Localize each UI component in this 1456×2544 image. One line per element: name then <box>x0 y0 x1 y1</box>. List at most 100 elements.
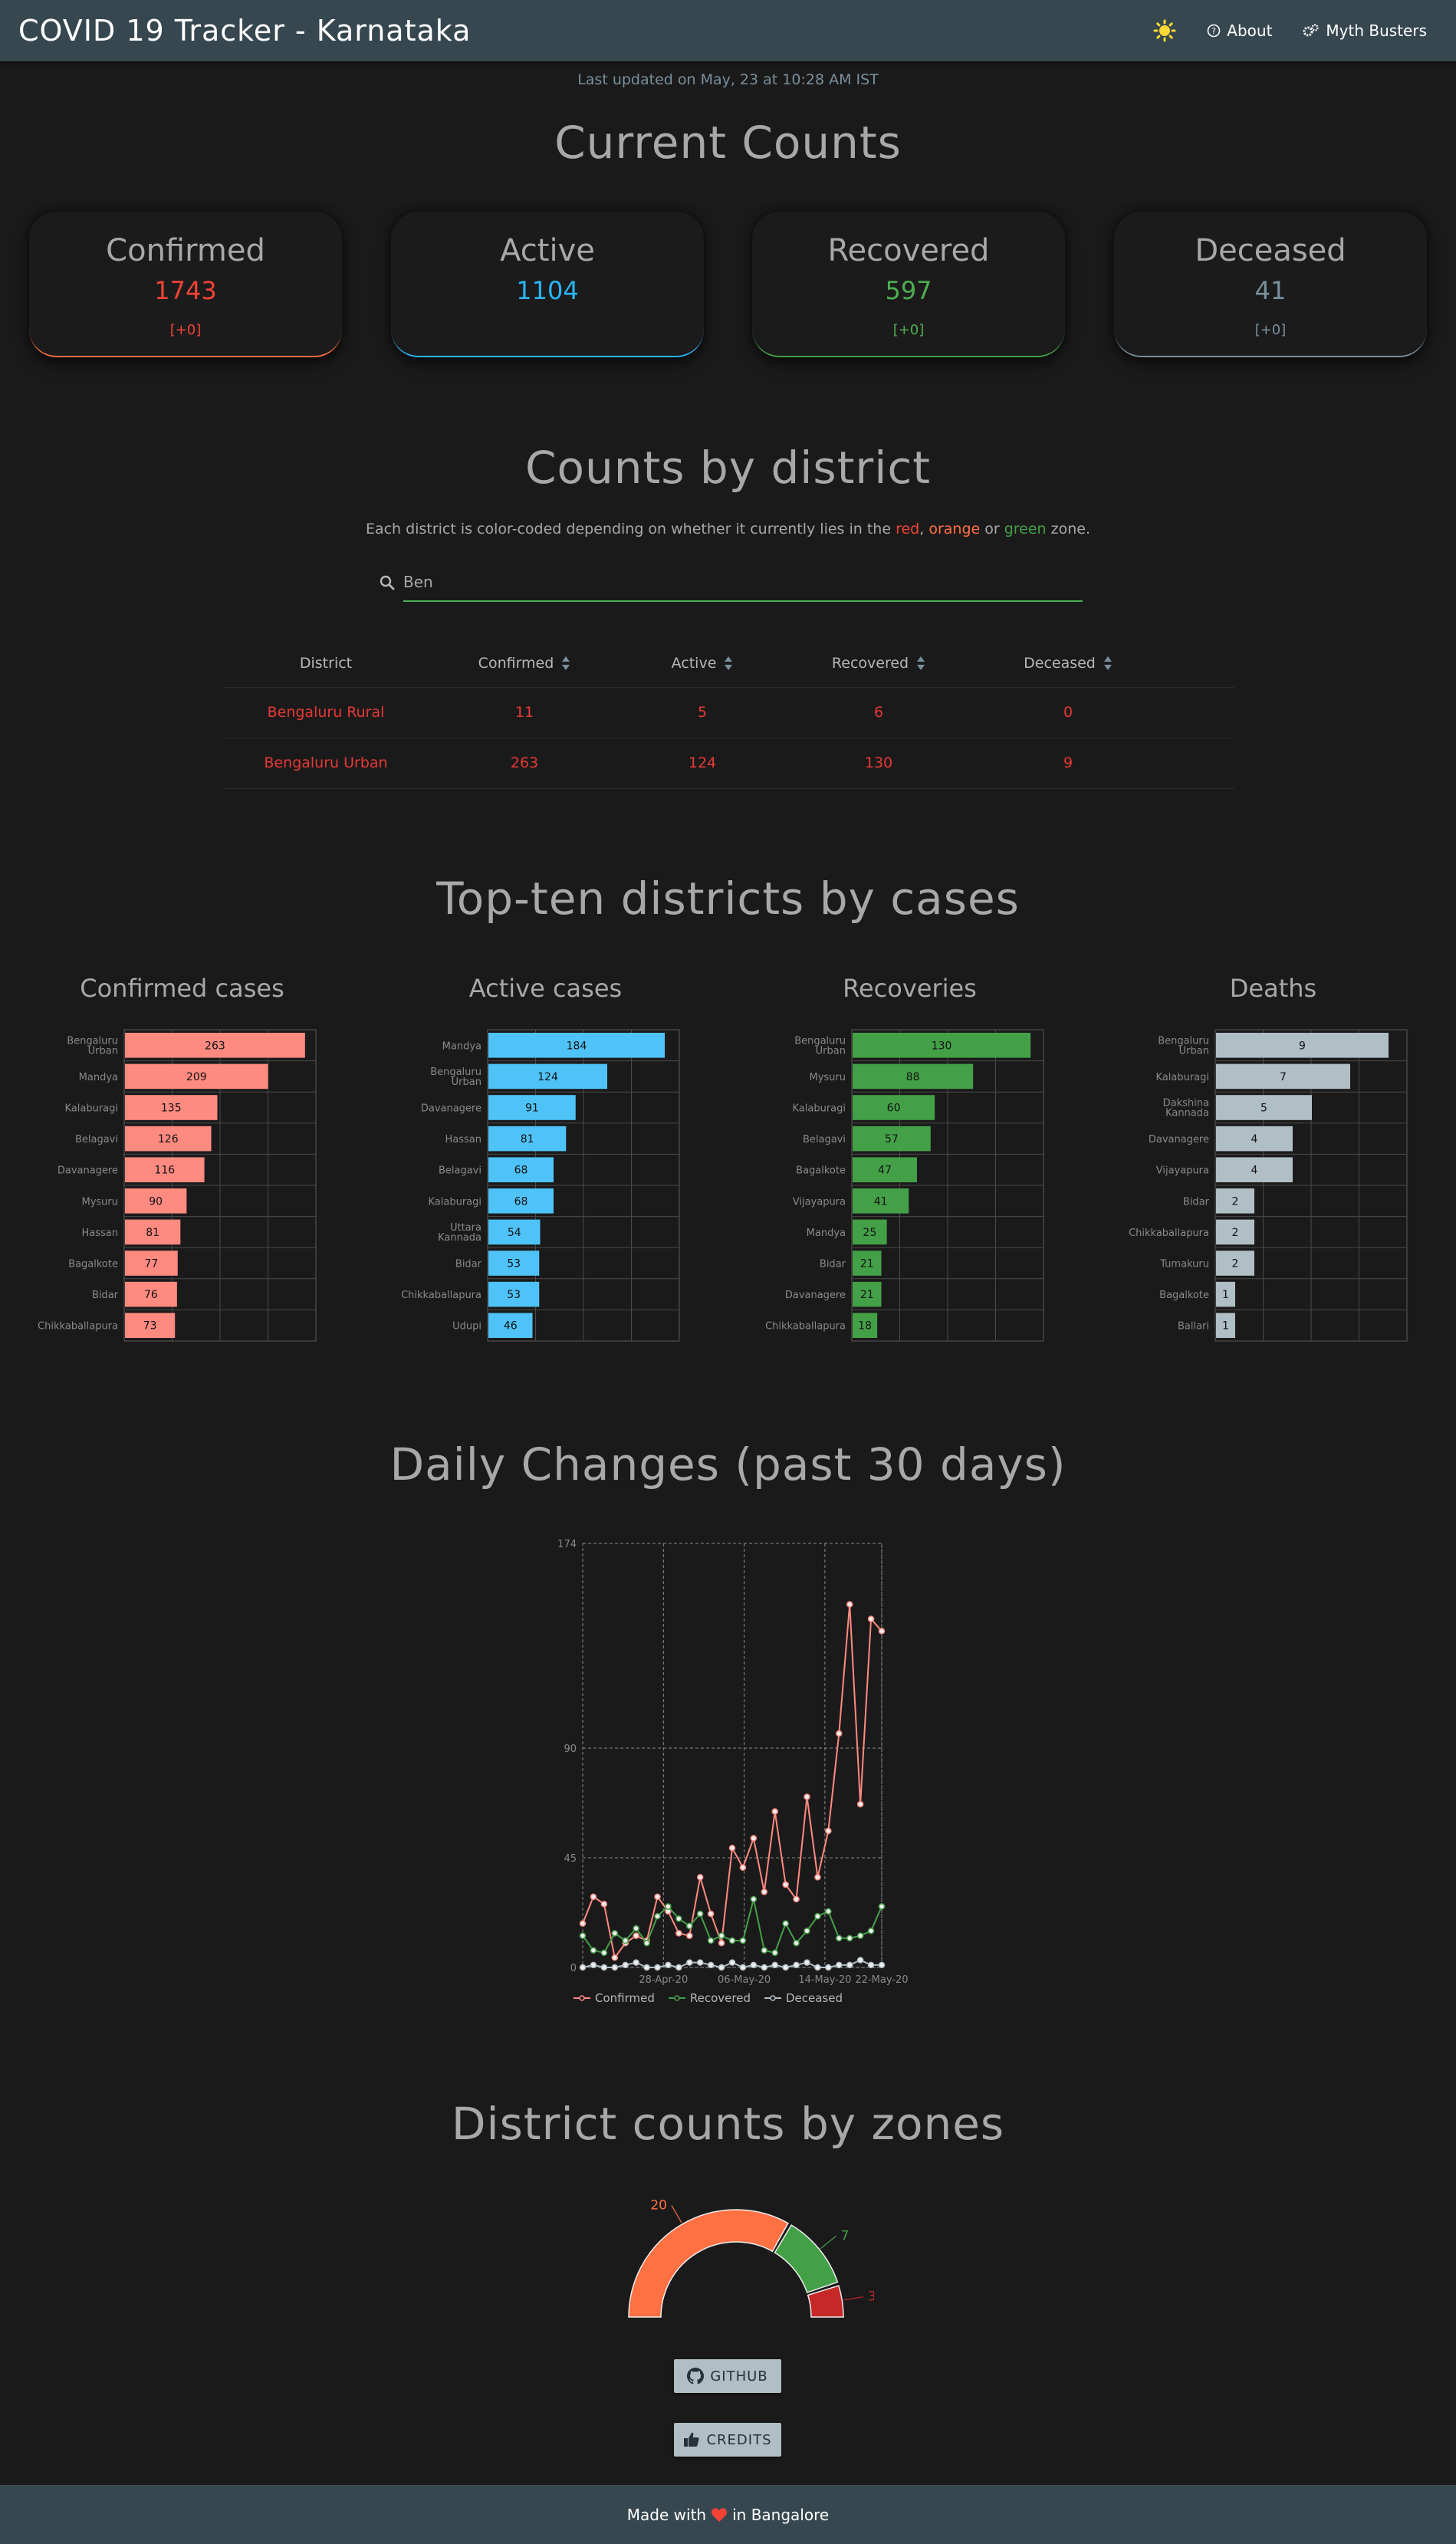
search-input[interactable] <box>403 564 1083 602</box>
data-point <box>771 1961 778 1969</box>
header-label: Recovered <box>831 654 909 672</box>
thumbs-up-icon <box>684 2432 700 2447</box>
data-point <box>825 1908 832 1915</box>
deceased-card: Deceased 41 [+0] <box>1114 212 1427 357</box>
last-updated-text: Last updated on May, 23 at 10:28 AM IST <box>577 71 879 88</box>
data-point <box>782 1920 789 1928</box>
tick-label: Bagalkote <box>1159 1290 1209 1301</box>
tick-label: Mysuru <box>81 1196 118 1208</box>
bar <box>125 1281 177 1307</box>
cell-deceased: 0 <box>972 687 1164 738</box>
bar-value-label: 54 <box>508 1227 521 1239</box>
col-active[interactable]: Active <box>620 639 785 688</box>
nav-about-link[interactable]: ? About <box>1207 21 1272 40</box>
bar <box>853 1033 1031 1058</box>
data-point <box>728 1845 736 1852</box>
bar <box>488 1281 540 1307</box>
bar-value-label: 68 <box>514 1165 528 1177</box>
bar-value-label: 4 <box>1251 1133 1258 1145</box>
data-point <box>825 1827 832 1835</box>
data-point <box>600 1901 608 1908</box>
tick-label: Hassan <box>82 1228 119 1239</box>
data-point <box>633 1924 639 1932</box>
data-point <box>675 1915 682 1922</box>
bar-value-label: 4 <box>1251 1165 1258 1177</box>
tick-label: Vijayapura <box>1156 1165 1209 1177</box>
desc-green: green <box>1004 521 1047 537</box>
col-recovered[interactable]: Recovered <box>785 639 972 688</box>
daily-changes-line-chart: 0 45 90 174 28-Apr-20 06-May-20 14-May-20 22-Ma… <box>557 1539 908 1986</box>
chart-title: Recoveries <box>843 974 977 1003</box>
data-point <box>686 1922 693 1930</box>
tick-label: Hassan <box>445 1134 482 1145</box>
sort-icon <box>562 656 570 670</box>
card-value: 1743 <box>154 276 217 305</box>
legend-confirmed[interactable]: Confirmed <box>574 1991 655 2005</box>
daily-heading: Daily Changes (past 30 days) <box>389 1438 1067 1491</box>
bar-value-label: 81 <box>521 1133 534 1145</box>
bar <box>1216 1313 1235 1338</box>
table-row[interactable]: Bengaluru Urban 263 124 130 9 <box>222 738 1234 789</box>
col-district[interactable]: District <box>222 639 429 688</box>
slice-label: 20 <box>650 2198 667 2214</box>
github-button[interactable]: GITHUB <box>674 2359 781 2393</box>
data-point <box>643 1964 650 1971</box>
bar <box>1216 1251 1254 1276</box>
desc-red: red <box>896 521 920 537</box>
cell-spacer <box>1164 687 1234 738</box>
card-delta: [+0] <box>1254 322 1287 338</box>
bar <box>1216 1157 1293 1182</box>
data-point <box>696 1959 704 1966</box>
data-point <box>622 1961 629 1969</box>
bar-value-label: 81 <box>146 1227 159 1239</box>
data-point <box>878 1961 886 1969</box>
data-point <box>750 1895 758 1903</box>
data-point <box>654 1893 661 1901</box>
bar <box>853 1126 931 1152</box>
bar <box>853 1095 935 1120</box>
legend-recovered[interactable]: Recovered <box>668 1991 751 2005</box>
col-deceased[interactable]: Deceased <box>972 639 1164 688</box>
bar-value-label: 1 <box>1222 1289 1229 1301</box>
data-point <box>750 1835 758 1842</box>
nav-myth-busters-link[interactable]: Myth Busters <box>1303 21 1427 40</box>
slice-label: 3 <box>868 2289 874 2305</box>
bar <box>125 1095 218 1120</box>
bar-value-label: 2 <box>1232 1258 1239 1270</box>
credits-label: CREDITS <box>706 2431 772 2448</box>
legend-deceased[interactable]: Deceased <box>764 1991 843 2005</box>
bar-value-label: 184 <box>567 1040 587 1052</box>
app-title[interactable]: COVID 19 Tracker - Karnataka <box>18 14 472 48</box>
theme-toggle-sun-icon[interactable] <box>1153 19 1176 42</box>
data-point <box>804 1959 810 1966</box>
data-point <box>804 1793 810 1800</box>
col-confirmed[interactable]: Confirmed <box>429 639 620 688</box>
credits-button[interactable]: CREDITS <box>674 2423 781 2457</box>
bar <box>488 1095 576 1120</box>
bar-value-label: 47 <box>878 1165 892 1177</box>
zones-heading: District counts by zones <box>451 2098 1005 2150</box>
data-point <box>761 1888 768 1895</box>
bar-value-label: 21 <box>860 1258 874 1270</box>
cell-confirmed: 263 <box>429 738 620 789</box>
header-label: Deceased <box>1024 654 1096 672</box>
tick-label: Bidar <box>455 1259 482 1270</box>
footer: Made with in Bangalore <box>0 2485 1456 2544</box>
table-row[interactable]: Bengaluru Rural 11 5 6 0 <box>222 687 1234 738</box>
bar <box>853 1188 909 1214</box>
data-point <box>814 1913 821 1920</box>
data-point <box>761 1964 768 1971</box>
data-point <box>793 1939 800 1947</box>
data-point <box>654 1964 661 1971</box>
bar <box>488 1219 541 1245</box>
recovered-card: Recovered 597 [+0] <box>752 212 1065 357</box>
tick-label: Mandya <box>442 1040 481 1052</box>
tick-label: Kalaburagi <box>64 1103 118 1115</box>
x-tick-label: 22-May-20 <box>855 1974 908 1986</box>
data-point <box>686 1932 693 1939</box>
bar <box>125 1313 176 1338</box>
bar-value-label: 263 <box>205 1040 225 1052</box>
